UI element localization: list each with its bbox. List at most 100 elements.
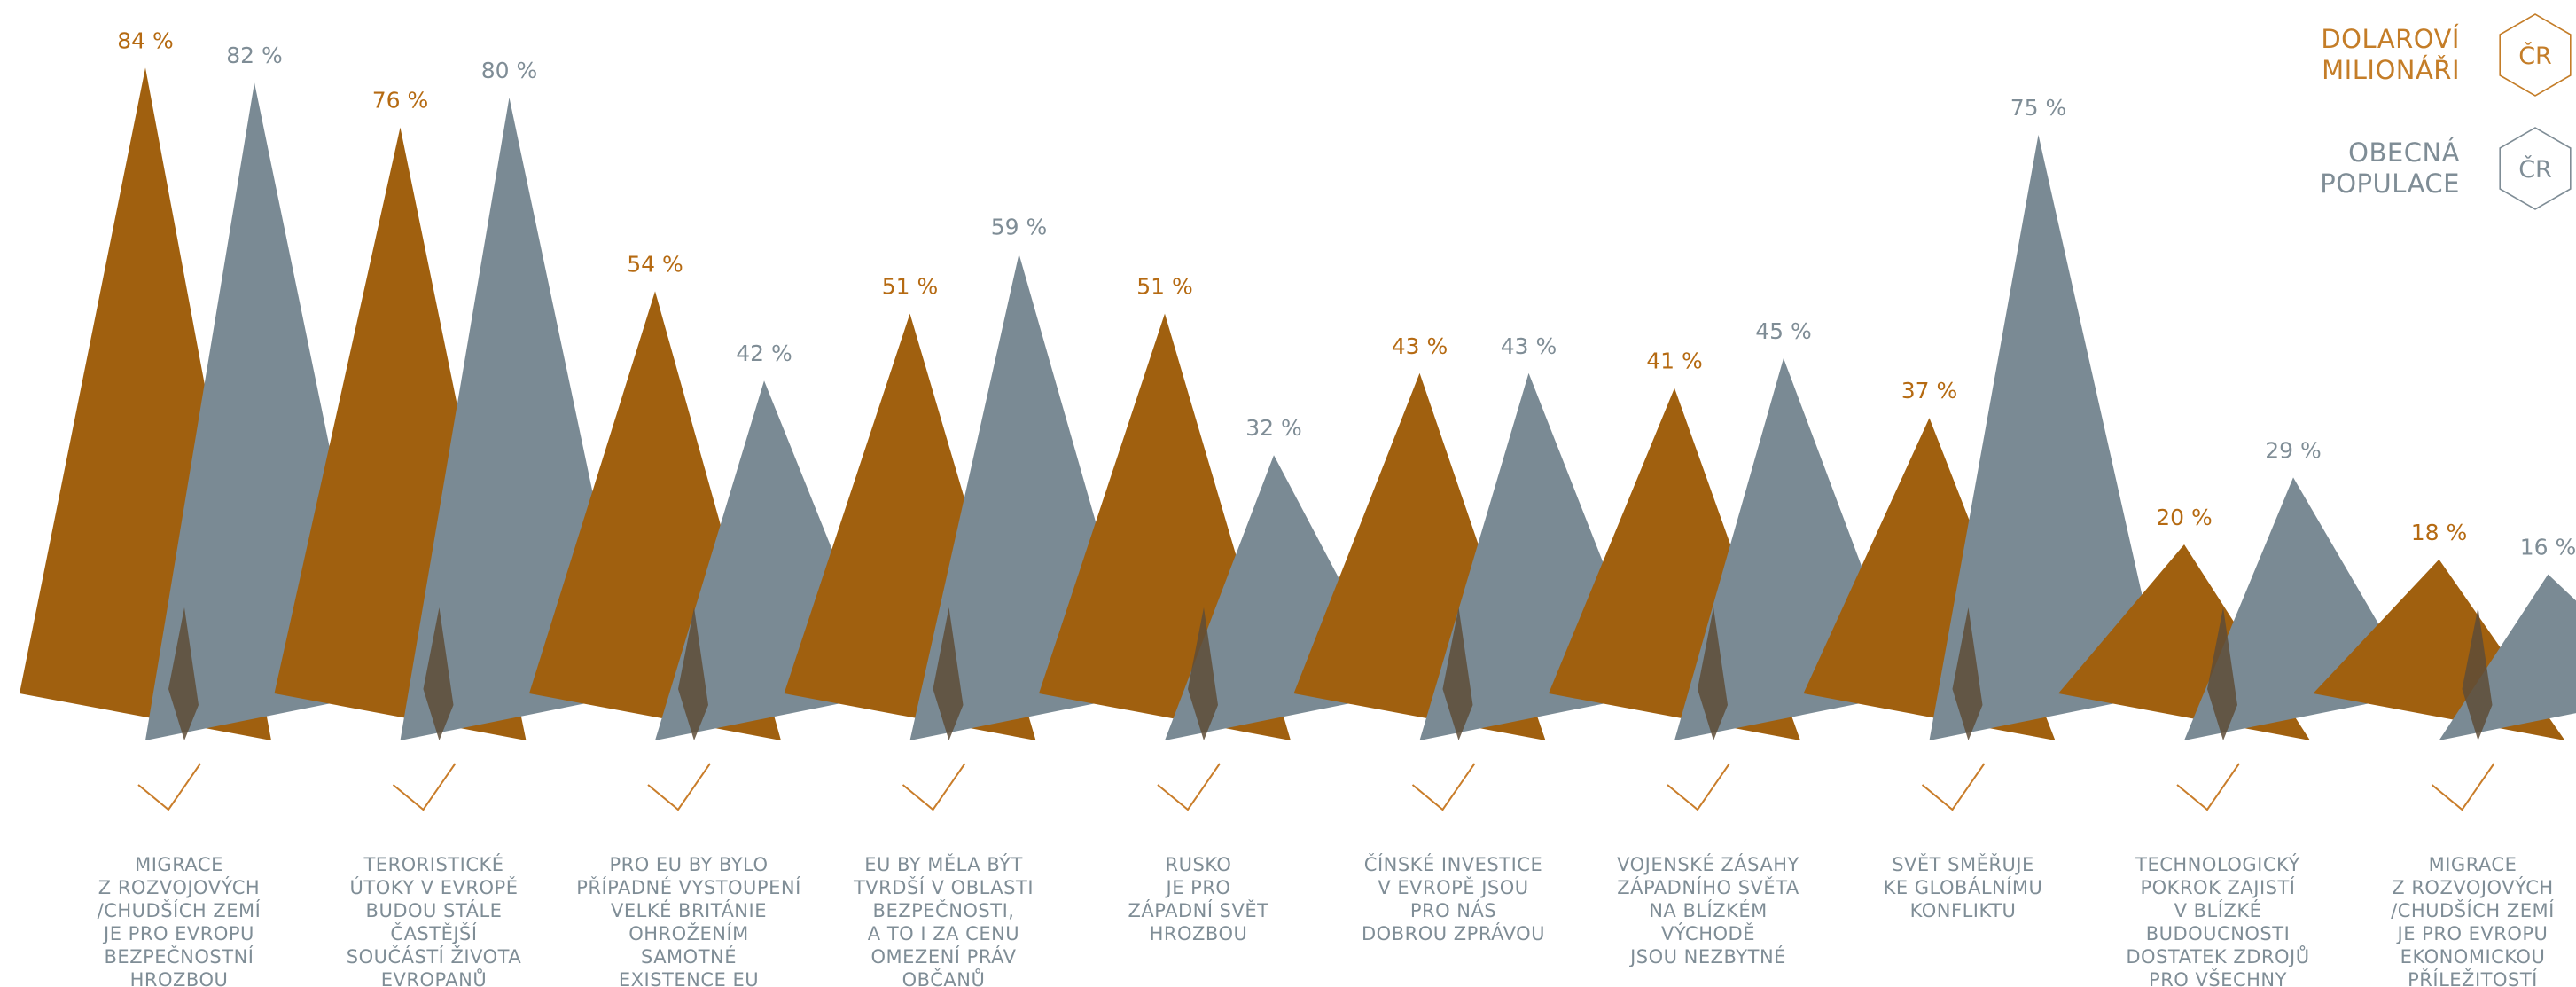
category-label: EU BY MĚLA BÝT TVRDŠÍ V OBLASTI BEZPEČNOST… — [853, 853, 1034, 987]
category-label-line: TECHNOLOGICKÝ — [2135, 853, 2300, 875]
checkmark-icon — [392, 763, 457, 811]
data-label-series-2: 16 % — [2520, 535, 2576, 560]
category-label-line: BUDOU STÁLE — [366, 899, 503, 921]
data-label-series-1: 84 % — [117, 27, 174, 53]
category-label-line: Z ROZVOJOVÝCH — [98, 876, 260, 898]
bar-overlap — [1442, 607, 1473, 740]
data-label-series-2: 80 % — [481, 58, 538, 83]
legend: ČR DOLAROVÍ MILIONÁŘI ČR OBECNÁ POPULACE — [2320, 13, 2572, 210]
checkmark-icon — [2431, 763, 2495, 811]
checkmark-icon — [647, 763, 711, 811]
category-label-line: OMEZENÍ PRÁV — [871, 945, 1017, 967]
bar-overlap — [678, 607, 708, 740]
bar-overlap — [2207, 607, 2237, 740]
data-label-series-1: 20 % — [2156, 505, 2213, 530]
category-label-line: V EVROPĚ JSOU — [1378, 876, 1528, 898]
data-label-series-1: 41 % — [1646, 349, 1703, 374]
data-label-series-1: 37 % — [1901, 378, 1958, 403]
category-label-line: POKROK ZAJISTÍ — [2140, 876, 2295, 898]
chart-marks: 84 %82 %MIGRACE Z ROZVOJOVÝCH/CHUDŠÍCH ZE… — [20, 27, 2576, 987]
data-label-series-2: 75 % — [2010, 95, 2067, 121]
hexagon-badge-icon — [2499, 13, 2572, 97]
category-label-line: MIGRACE — [135, 854, 223, 875]
category-label-line: BUDOUCNOSTI — [2146, 923, 2291, 944]
bar-overlap — [423, 607, 454, 740]
legend-label: OBECNÁ POPULACE — [2320, 137, 2460, 199]
category-label-line: KONFLIKTU — [1910, 900, 2017, 921]
data-label-series-1: 76 % — [372, 88, 429, 114]
data-label-series-2: 43 % — [1501, 333, 1557, 359]
category-label-line: PRO VŠECHNY — [2149, 968, 2287, 987]
category-label-line: /CHUDŠÍCH ZEMÍ — [2391, 899, 2555, 921]
category-label-line: RUSKO — [1166, 854, 1232, 875]
category-label: TECHNOLOGICKÝ POKROK ZAJISTÍ V BLÍZKÉ BUDOU… — [2126, 853, 2309, 987]
checkmark-icon — [902, 763, 966, 811]
category-label-line: BEZPEČNOSTI, — [873, 899, 1015, 921]
bar-overlap — [933, 607, 964, 740]
category-label-line: SOUČÁSTÍ ŽIVOTA — [347, 945, 522, 967]
category-label: ČÍNSKÉ INVESTICE V EVROPĚ JSOU PRO NÁS DOBR… — [1362, 853, 1545, 944]
category-label-line: JSOU NEZBYTNÉ — [1628, 945, 1786, 967]
data-label-series-2: 42 % — [736, 341, 792, 366]
bar-overlap — [168, 607, 199, 740]
category-label-line: ČASTĚJŠÍ — [390, 922, 477, 944]
legend-badge-text: ČR — [2518, 42, 2552, 70]
category-label-line: DOBROU ZPRÁVOU — [1362, 922, 1545, 944]
category-label-line: PŘÍLEŽITOSTÍ — [2408, 968, 2538, 987]
legend-label: DOLAROVÍ MILIONÁŘI — [2321, 24, 2460, 85]
legend-label-line: MILIONÁŘI — [2322, 55, 2460, 85]
category-label-line: KE GLOBÁLNÍMU — [1884, 876, 2043, 898]
data-label-series-2: 29 % — [2265, 437, 2322, 463]
category-label-line: TVRDŠÍ V OBLASTI — [853, 876, 1034, 898]
category-label-line: VÝCHODĚ — [1661, 922, 1755, 944]
data-label-series-2: 82 % — [226, 43, 283, 68]
category-label-line: JE PRO EVROPU — [102, 923, 254, 944]
data-label-series-1: 18 % — [2411, 520, 2468, 545]
category-label: SVĚT SMĚŘUJE KE GLOBÁLNÍMU KONFLIKTU — [1884, 853, 2043, 921]
category-label-line: VOJENSKÉ ZÁSAHY — [1617, 853, 1799, 875]
category-label-line: V BLÍZKÉ — [2174, 899, 2262, 921]
bar-series-2 — [1929, 135, 2165, 740]
category-label-line: EVROPANŮ — [381, 967, 488, 987]
category-label-line: ÚTOKY V EVROPĚ — [350, 876, 519, 898]
category-label-line: MIGRACE — [2429, 854, 2517, 875]
category-label-line: HROZBOU — [130, 969, 229, 987]
category-label-line: HROZBOU — [1150, 923, 1248, 944]
category-label-line: PRO NÁS — [1410, 899, 1496, 921]
category-label-line: DOSTATEK ZDROJŮ — [2126, 944, 2309, 967]
data-label-series-1: 51 % — [1136, 274, 1193, 300]
legend-label-line: DOLAROVÍ — [2321, 24, 2460, 54]
category-label-line: VELKÉ BRITÁNIE — [611, 899, 767, 921]
category-label-line: PŘÍPADNÉ VYSTOUPENÍ — [576, 876, 801, 898]
category-label-line: PRO EU BY BYLO — [609, 854, 768, 875]
data-label-series-1: 51 % — [882, 274, 939, 300]
checkmark-icon — [2176, 763, 2240, 811]
data-label-series-1: 54 % — [627, 251, 683, 277]
checkmark-icon — [1921, 763, 1986, 811]
bar-overlap — [1698, 607, 1728, 740]
legend-badge-text: ČR — [2518, 155, 2552, 184]
category-label: RUSKO JE PRO ZÁPADNÍ SVĚT HROZBOU — [1128, 854, 1269, 944]
data-label-series-2: 59 % — [991, 214, 1048, 239]
category-label-line: ČÍNSKÉ INVESTICE — [1364, 853, 1542, 875]
bar-overlap — [1952, 607, 1983, 740]
category-label-line: EKONOMICKOU — [2400, 946, 2546, 967]
category-label: MIGRACE Z ROZVOJOVÝCH/CHUDŠÍCH ZEMÍ JE PRO… — [98, 854, 262, 987]
checkmark-icon — [137, 763, 201, 811]
category-label: VOJENSKÉ ZÁSAHY ZÁPADNÍHO SVĚTA NA BLÍZKÉM… — [1617, 853, 1799, 967]
category-label-line: JE PRO EVROPU — [2396, 923, 2549, 944]
data-label-series-2: 32 % — [1245, 415, 1302, 441]
checkmark-icon — [1667, 763, 1730, 811]
category-label-line: BEZPEČNOSTNÍ — [105, 945, 254, 967]
category-label-line: NA BLÍZKÉM — [1649, 899, 1768, 921]
category-label-line: Z ROZVOJOVÝCH — [2392, 876, 2553, 898]
category-label-line: ZÁPADNÍ SVĚT — [1128, 899, 1269, 921]
category-label-line: A TO I ZA CENU — [868, 923, 1019, 944]
data-label-series-2: 45 % — [1755, 318, 1812, 344]
category-label-line: ZÁPADNÍHO SVĚTA — [1617, 876, 1799, 898]
category-label-line: JE PRO — [1165, 877, 1231, 898]
data-label-series-1: 43 % — [1392, 333, 1448, 359]
legend-label-line: POPULACE — [2320, 168, 2460, 199]
category-label-line: SAMOTNÉ — [641, 945, 737, 967]
